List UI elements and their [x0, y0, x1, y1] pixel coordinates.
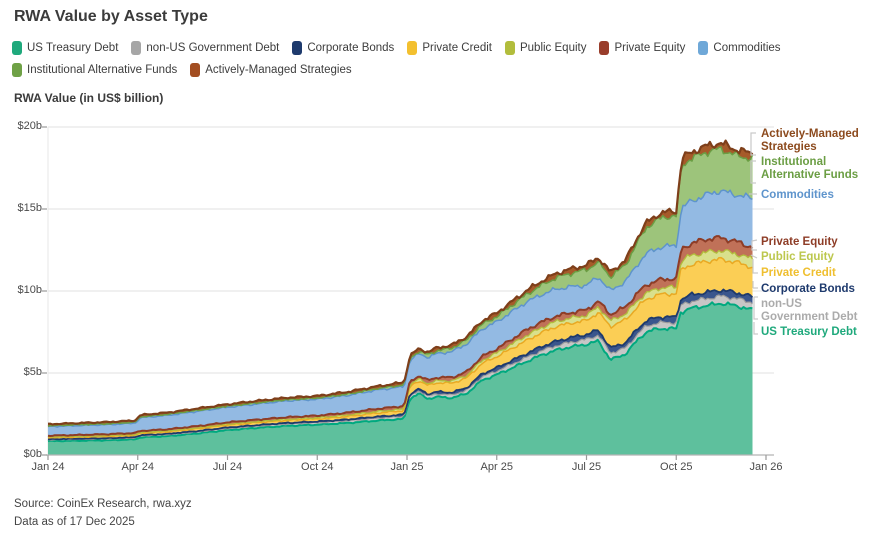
edge-private-credit — [47, 256, 753, 439]
label-leader-line — [753, 322, 758, 335]
x-axis-tick-label: Oct 25 — [660, 461, 693, 473]
legend-swatch — [599, 41, 610, 55]
area-us-treasury-debt — [48, 302, 753, 455]
series-end-label: non-US Government Debt — [761, 298, 858, 323]
legend-item: Private Equity — [599, 41, 685, 55]
edge-non-us-government-debt — [47, 294, 753, 441]
legend-item-label: Actively-Managed Strategies — [205, 64, 352, 76]
label-leader-line — [752, 281, 758, 289]
label-leader-line — [753, 296, 758, 320]
data-as-of-text: Data as of 17 Dec 2025 — [14, 516, 135, 528]
legend-item-label: Private Credit — [422, 42, 492, 54]
legend-swatch — [698, 41, 709, 55]
label-leader-line — [752, 259, 758, 274]
edge-corporate-bonds — [47, 288, 754, 441]
legend-swatch — [292, 41, 303, 55]
legend-item-label: US Treasury Debt — [27, 42, 119, 54]
x-axis-tick-label: Apr 24 — [121, 461, 154, 473]
y-axis-tick-label: $15b — [17, 202, 42, 214]
legend-item: Institutional Alternative Funds — [12, 63, 177, 77]
y-axis-tick-label: $0b — [23, 448, 42, 460]
legend-swatch — [504, 41, 515, 55]
y-axis-tick-label: $5b — [23, 366, 42, 378]
legend-item: US Treasury Debt — [12, 41, 118, 55]
label-leader-line — [750, 160, 756, 184]
series-end-label: Public Equity — [761, 251, 834, 263]
legend-swatch — [190, 63, 201, 77]
area-private-equity — [48, 236, 753, 437]
edge-actively-managed-strategies — [48, 139, 754, 426]
legend-item-label: Corporate Bonds — [307, 42, 395, 54]
series-end-label: Private Credit — [761, 267, 836, 279]
series-end-label: US Treasury Debt — [761, 326, 857, 338]
y-axis-tick-label: $10b — [17, 284, 42, 296]
chart-title: RWA Value by Asset Type — [14, 8, 208, 25]
x-axis-tick-label: Apr 25 — [480, 461, 513, 473]
legend-swatch — [12, 41, 22, 55]
legend-item: non-US Government Debt — [131, 41, 279, 55]
legend-item: Commodities — [698, 41, 781, 55]
x-axis-tick-label: Jul 24 — [212, 461, 243, 473]
legend-item: Corporate Bonds — [292, 41, 394, 55]
legend-item-label: Institutional Alternative Funds — [27, 64, 178, 76]
legend-item: Public Equity — [504, 41, 587, 55]
series-end-label: Corporate Bonds — [761, 283, 855, 295]
x-axis-tick-label: Jan 25 — [390, 461, 424, 473]
label-leader-line — [750, 254, 758, 259]
legend-item-label: Commodities — [713, 42, 781, 54]
legend-item: Private Credit — [407, 41, 492, 55]
area-private-credit — [48, 257, 753, 440]
area-institutional-alternative-funds — [48, 147, 753, 428]
edge-institutional-alternative-funds — [47, 146, 754, 428]
source-text: Source: CoinEx Research, rwa.xyz — [14, 498, 192, 510]
x-axis-tick-label: Jan 26 — [749, 461, 783, 473]
legend-swatch — [12, 63, 22, 77]
series-end-label: Institutional Alternative Funds — [761, 156, 859, 181]
legend-item-label: non-US Government Debt — [146, 42, 280, 54]
label-leader-line — [751, 239, 758, 251]
legend: US Treasury Debt non-US Government Debt Co… — [12, 41, 862, 77]
x-axis-tick-label: Jan 24 — [31, 461, 65, 473]
y-axis-title: RWA Value (in US$ billion) — [14, 91, 164, 105]
legend-item-label: Private Equity — [614, 42, 686, 54]
legend-item: Actively-Managed Strategies — [190, 63, 352, 77]
area-non-us-government-debt — [48, 295, 753, 442]
edge-private-equity — [47, 235, 754, 437]
legend-swatch — [407, 41, 418, 55]
series-end-label: Private Equity — [761, 236, 838, 248]
series-end-label: Actively-Managed Strategies — [761, 128, 859, 153]
x-axis-tick-label: Oct 24 — [301, 461, 334, 473]
y-axis-tick-label: $20b — [17, 120, 42, 132]
edge-us-treasury-debt — [47, 301, 753, 443]
label-leader-line — [750, 132, 756, 156]
edge-public-equity — [48, 248, 754, 438]
series-end-label: Commodities — [761, 189, 834, 201]
legend-item-label: Public Equity — [519, 42, 587, 54]
legend-swatch — [131, 41, 142, 55]
x-axis-tick-label: Jul 25 — [571, 461, 602, 473]
